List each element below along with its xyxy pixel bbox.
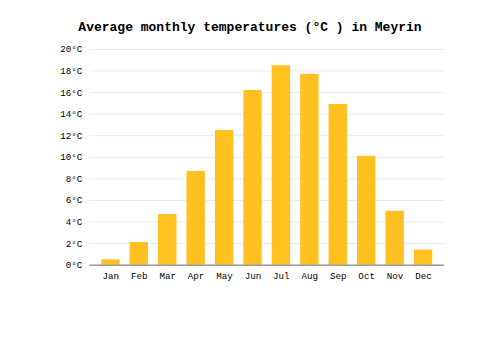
svg-text:2°C: 2°C: [66, 239, 83, 250]
svg-text:4°C: 4°C: [66, 217, 83, 228]
svg-text:10°C: 10°C: [60, 152, 83, 163]
svg-text:Dec: Dec: [415, 271, 432, 282]
svg-text:18°C: 18°C: [60, 66, 83, 77]
svg-text:Jun: Jun: [245, 271, 262, 282]
svg-text:Apr: Apr: [188, 271, 205, 282]
svg-text:0°C: 0°C: [66, 260, 83, 271]
html-text:Average monthly temperatures (: Average monthly temperatures (°C ) in Me…: [78, 20, 422, 35]
svg-text:8°C: 8°C: [66, 174, 83, 185]
svg-text:6°C: 6°C: [66, 195, 83, 206]
svg-text:Jul: Jul: [273, 271, 290, 282]
svg-text:Nov: Nov: [387, 271, 404, 282]
svg-text:May: May: [216, 271, 233, 282]
svg-text:12°C: 12°C: [60, 131, 83, 142]
svg-text:16°C: 16°C: [60, 88, 83, 99]
svg-text:Aug: Aug: [302, 271, 319, 282]
svg-text:Jan: Jan: [103, 271, 120, 282]
svg-text:14°C: 14°C: [60, 109, 83, 120]
svg-text:Feb: Feb: [131, 271, 148, 282]
svg-text:20°C: 20°C: [60, 44, 83, 55]
svg-text:Oct: Oct: [358, 271, 375, 282]
svg-text:Mar: Mar: [159, 271, 176, 282]
svg-text:Sep: Sep: [330, 271, 347, 282]
